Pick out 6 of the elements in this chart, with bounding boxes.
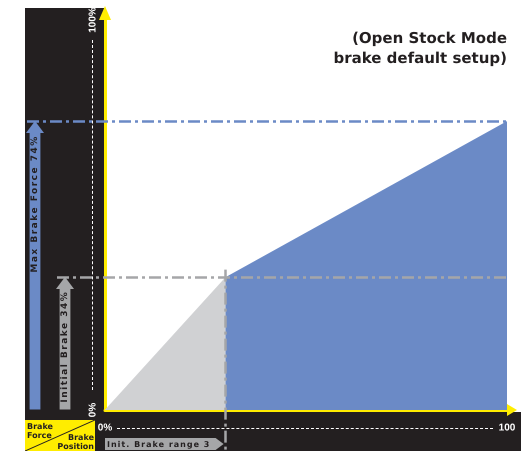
x-tick-label: 100 [498,422,516,434]
y-tick-label: 100% [88,7,98,33]
text: (Open Stock Mode brake default setup) [332,28,507,68]
y-axis-title: Brake Force [27,422,54,440]
x-axis-title: Brake Position [57,433,94,451]
arrow-label: Init. Brake range 3 [105,438,224,450]
